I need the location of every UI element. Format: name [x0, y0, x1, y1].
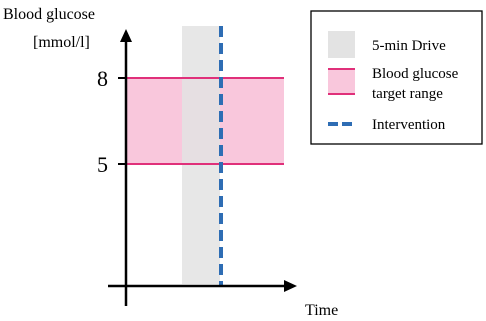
legend-intervention-label: Intervention	[372, 117, 446, 133]
legend-target-label-line2: target range	[372, 86, 443, 102]
y-axis-arrow	[120, 29, 132, 42]
y-tick-label-8: 8	[97, 66, 108, 91]
legend-target-label-line1: Blood glucose	[372, 66, 459, 82]
legend-drive-label: 5-min Drive	[372, 38, 446, 54]
y-axis-label-line1: Blood glucose	[3, 6, 95, 23]
x-axis-label: Time	[305, 302, 338, 319]
legend-drive-swatch	[328, 31, 355, 58]
drive-band	[182, 26, 220, 284]
legend-target-swatch	[328, 69, 355, 94]
y-tick-label-5: 5	[97, 152, 108, 177]
y-axis-label-line2: [mmol/l]	[33, 34, 90, 51]
x-axis-arrow	[284, 280, 297, 292]
